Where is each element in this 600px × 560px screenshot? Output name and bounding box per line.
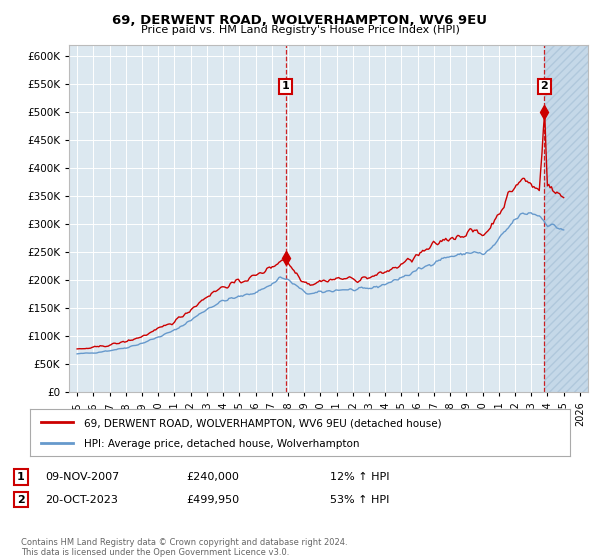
Text: 20-OCT-2023: 20-OCT-2023 (45, 494, 118, 505)
Text: 1: 1 (282, 81, 290, 91)
Text: 2: 2 (541, 81, 548, 91)
Text: 1: 1 (17, 472, 25, 482)
Text: 12% ↑ HPI: 12% ↑ HPI (330, 472, 389, 482)
Text: Contains HM Land Registry data © Crown copyright and database right 2024.
This d: Contains HM Land Registry data © Crown c… (21, 538, 347, 557)
Text: Price paid vs. HM Land Registry's House Price Index (HPI): Price paid vs. HM Land Registry's House … (140, 25, 460, 35)
Bar (544, 45, 588, 392)
Text: 69, DERWENT ROAD, WOLVERHAMPTON, WV6 9EU (detached house): 69, DERWENT ROAD, WOLVERHAMPTON, WV6 9EU… (84, 418, 442, 428)
Text: 69, DERWENT ROAD, WOLVERHAMPTON, WV6 9EU: 69, DERWENT ROAD, WOLVERHAMPTON, WV6 9EU (113, 14, 487, 27)
Text: £499,950: £499,950 (186, 494, 239, 505)
Text: £240,000: £240,000 (186, 472, 239, 482)
Text: 53% ↑ HPI: 53% ↑ HPI (330, 494, 389, 505)
Text: HPI: Average price, detached house, Wolverhampton: HPI: Average price, detached house, Wolv… (84, 439, 359, 449)
Text: 2: 2 (17, 494, 25, 505)
Text: 09-NOV-2007: 09-NOV-2007 (45, 472, 119, 482)
